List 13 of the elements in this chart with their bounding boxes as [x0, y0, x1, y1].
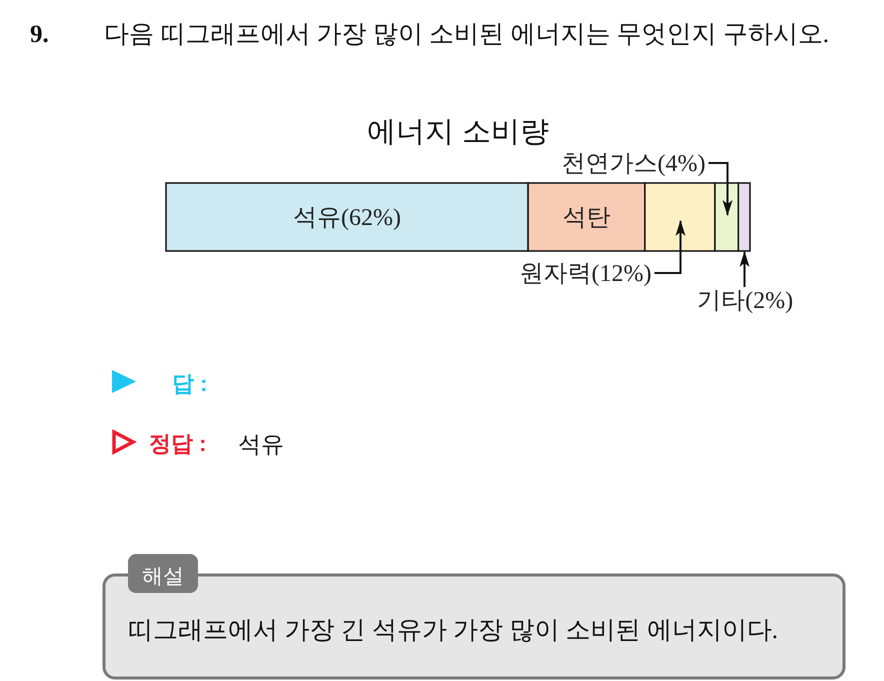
series-label: 석탄	[562, 205, 610, 231]
series-label: 원자력(12%)	[520, 261, 652, 287]
text: 다음 띠그래프에서 가장 많이 소비된 에너지는 무엇인지 구하시오.	[104, 21, 829, 48]
text: 답 :	[172, 371, 208, 396]
text: 정답 :	[149, 431, 206, 456]
text: 석유	[238, 432, 284, 457]
series-label: 기타(2%)	[697, 288, 794, 314]
chart-title: 에너지 소비량	[366, 116, 550, 148]
text: 해설	[142, 565, 184, 588]
series-label: 석유(62%)	[293, 205, 402, 231]
text: 띠그래프에서 가장 긴 석유가 가장 많이 소비된 에너지이다.	[128, 617, 778, 644]
text: 9.	[30, 21, 49, 48]
series-label: 천연가스(4%)	[562, 151, 706, 177]
